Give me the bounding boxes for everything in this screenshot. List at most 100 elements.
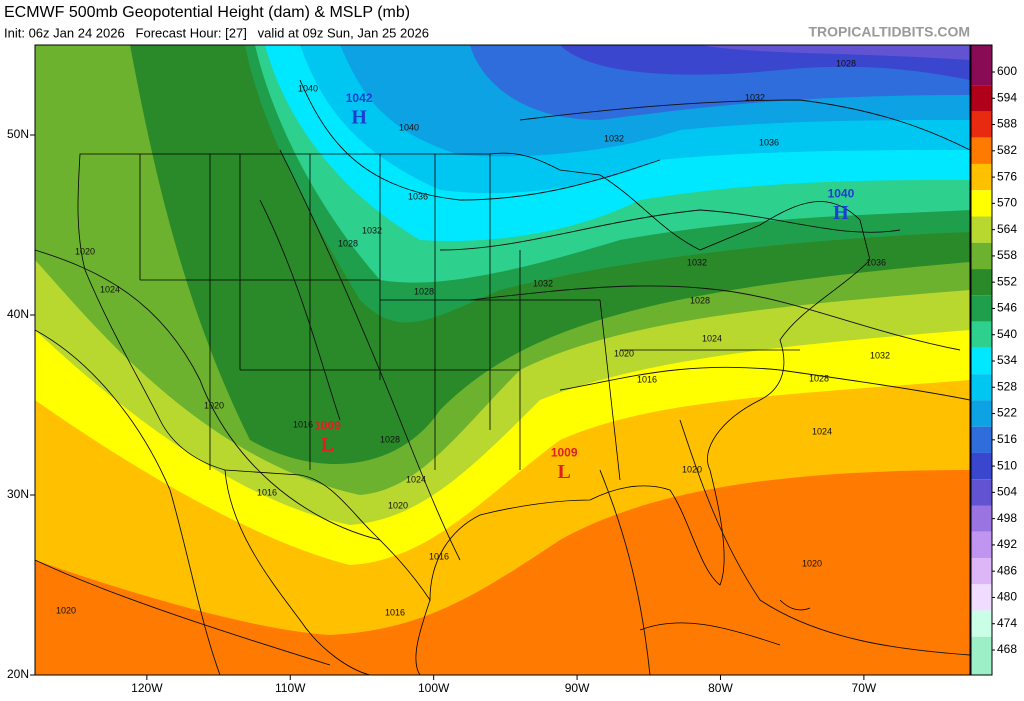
colorbar-label: 552 — [997, 274, 1017, 288]
colorbar-label: 594 — [997, 90, 1017, 104]
colorbar-label: 474 — [997, 616, 1017, 630]
colorbar-swatch — [971, 269, 992, 296]
x-tick-label: 90W — [565, 681, 590, 695]
site-credit: TROPICALTIDBITS.COM — [808, 24, 970, 40]
colorbar-label: 516 — [997, 432, 1017, 446]
colorbar-swatch — [971, 216, 992, 243]
colorbar-label: 582 — [997, 143, 1017, 157]
colorbar-label: 522 — [997, 406, 1017, 420]
colorbar-label: 486 — [997, 563, 1017, 577]
colorbar-swatch — [971, 111, 992, 138]
colorbar-swatch — [971, 374, 992, 401]
y-tick-label: 20N — [7, 667, 29, 681]
isobar-label: 1024 — [406, 474, 426, 484]
map-frame — [34, 44, 971, 676]
colorbar-swatch — [971, 400, 992, 427]
colorbar-swatch — [971, 505, 992, 532]
isobar-label: 1028 — [380, 434, 400, 444]
isobar-label: 1032 — [362, 225, 382, 235]
colorbar-swatch — [971, 321, 992, 348]
center-pressure: 1040 — [828, 186, 855, 200]
colorbar-swatch — [971, 531, 992, 559]
colorbar-label: 564 — [997, 222, 1017, 236]
y-tick-label: 40N — [7, 307, 29, 321]
colorbar-label: 558 — [997, 248, 1017, 262]
isobar-label: 1032 — [870, 350, 890, 360]
us-outline — [77, 152, 871, 602]
colorbar-swatch — [971, 85, 992, 112]
colorbar-label: 468 — [997, 642, 1017, 656]
colorbar-swatch — [971, 347, 992, 375]
isobar-label: 1020 — [204, 400, 224, 410]
title: ECMWF 500mb Geopotential Height (dam) & … — [4, 4, 410, 21]
isobar-label: 1020 — [802, 558, 822, 568]
isobar-label: 1028 — [338, 238, 358, 248]
map-area — [35, 45, 970, 675]
isobar-label: 1024 — [702, 333, 722, 343]
colorbar-label: 498 — [997, 511, 1017, 525]
isobar-label: 1036 — [866, 257, 886, 267]
isobar-label: 1036 — [759, 137, 779, 147]
center-letter: H — [833, 202, 849, 224]
isobar-label: 1040 — [399, 122, 419, 132]
isobar-label: 1016 — [429, 551, 449, 561]
center-letter: L — [321, 434, 334, 456]
subtitle: Init: 06z Jan 24 2026 Forecast Hour: [27… — [4, 25, 429, 40]
colorbar-label: 528 — [997, 379, 1017, 393]
y-tick-label: 50N — [7, 127, 29, 141]
isobar-label: 1024 — [100, 284, 120, 294]
isobar-label: 1020 — [75, 246, 95, 256]
colorbar-swatch — [971, 610, 992, 637]
isobar-label: 1020 — [614, 348, 634, 358]
colorbar-swatch — [971, 479, 992, 506]
colorbar-label: 540 — [997, 327, 1017, 341]
colorbar-swatch — [971, 426, 992, 453]
colorbar-swatch — [971, 163, 992, 191]
x-tick-label: 70W — [852, 681, 877, 695]
colorbar-swatch — [971, 45, 992, 86]
x-tick-label: 80W — [708, 681, 733, 695]
center-letter: H — [351, 106, 367, 128]
isobar-label: 1032 — [745, 92, 765, 102]
colorbar-swatch — [971, 295, 992, 322]
isobar-label: 1024 — [812, 426, 832, 436]
isobars — [35, 79, 970, 675]
isobar-label: 1028 — [690, 295, 710, 305]
colorbar-label: 546 — [997, 301, 1017, 315]
colorbar-label: 576 — [997, 169, 1017, 183]
colorbar-label: 534 — [997, 353, 1017, 367]
colorbar-swatch — [971, 584, 992, 611]
center-pressure: 1009 — [314, 419, 341, 433]
colorbar-frame — [970, 44, 993, 676]
isobar-label: 1028 — [414, 286, 434, 296]
colorbar-swatch — [971, 190, 992, 217]
field-504 — [700, 45, 970, 60]
isobar-label: 1036 — [408, 191, 428, 201]
center-letter: L — [557, 461, 570, 483]
colorbar-swatch — [971, 452, 992, 480]
isobar-label: 1016 — [257, 487, 277, 497]
isobar-label: 1032 — [604, 133, 624, 143]
mexico-coast — [224, 469, 811, 675]
colorbar-label: 510 — [997, 458, 1017, 472]
center-pressure: 1009 — [551, 446, 578, 460]
x-tick-label: 100W — [418, 681, 450, 695]
x-tick-label: 120W — [131, 681, 163, 695]
isobar-label: 1028 — [809, 373, 829, 383]
colorbar-swatch — [971, 558, 992, 585]
isobar-label: 1032 — [533, 278, 553, 288]
colorbar-label: 480 — [997, 590, 1017, 604]
isobar-label: 1016 — [385, 607, 405, 617]
colorbar-swatch — [971, 242, 992, 270]
colorbar-label: 570 — [997, 196, 1017, 210]
colorbar-label: 504 — [997, 485, 1017, 499]
y-tick-label: 30N — [7, 487, 29, 501]
isobar-label: 1040 — [298, 83, 318, 93]
colorbar-swatch — [971, 636, 992, 675]
isobar-label: 1020 — [56, 605, 76, 615]
x-tick-label: 110W — [275, 681, 306, 695]
isobar-label: 1016 — [293, 419, 313, 429]
isobar-label: 1020 — [388, 500, 408, 510]
